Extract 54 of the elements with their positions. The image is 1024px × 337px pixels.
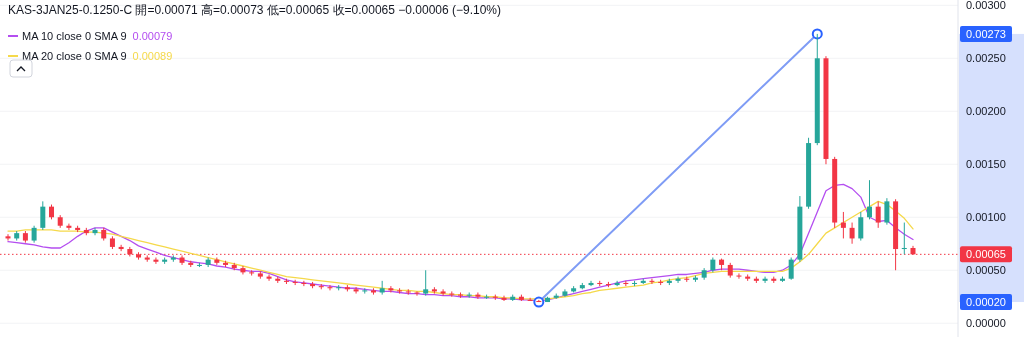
text: 0.00273 [966,27,1006,40]
candlestick [301,280,307,287]
text: 0.00020 [966,295,1006,308]
candlestick [66,223,72,231]
y-tick-label: 0.00050 [966,264,1006,277]
candlestick [788,257,794,281]
candlestick [675,276,681,284]
candlestick [362,287,368,295]
candlestick [849,222,855,245]
candlestick [414,290,420,297]
candlestick [884,197,890,226]
candlestick [397,287,403,295]
candlestick [118,244,124,252]
candlestick [736,272,742,280]
candlestick [866,179,872,220]
candlestick [405,288,411,296]
y-tick-label: 0.00100 [966,211,1006,224]
candlestick [614,280,620,287]
candlestick [92,227,98,236]
y-tick-label: 0.00300 [966,0,1006,12]
candlestick [449,290,455,298]
candlestick [649,278,655,285]
candlestick [501,295,507,302]
candlestick [353,286,359,295]
candlestick [440,288,446,297]
candlestick [466,291,472,299]
candlestick [475,291,481,300]
candlestick [153,257,159,265]
y-tick-label: 0.00250 [966,52,1006,65]
y-tick-label: 0.00000 [966,317,1006,330]
legend-label: MA 10 close 0 SMA 9 [22,30,127,42]
candlestick [249,269,255,277]
chart-title: KAS-3JAN25-0.1250-C 開=0.00071 高=0.00073 低=0.00065 收=0.00065 −0.00006 (−9.10%) [8,3,502,17]
candlestick [5,233,11,242]
annotation: 0.00089 [132,50,173,62]
candlestick [266,273,272,282]
candlestick [527,297,533,302]
candlestick [875,200,881,229]
ref-line-label: 0.00065 [966,248,1006,261]
candlestick [327,284,333,291]
candlestick [458,291,463,299]
candlestick [901,222,907,255]
candlestick [762,276,768,284]
legend-label: MA 20 close 0 SMA 9 [22,50,127,62]
candlestick [40,200,46,231]
candlestick [423,269,429,297]
candlestick [840,211,846,239]
candlestick [388,285,394,293]
candlestick [858,211,864,242]
annotation: 0.00079 [132,30,173,42]
y-tick-label: 0.00150 [966,158,1006,171]
y-tick-label: 0.00200 [966,105,1006,118]
candlestick [240,265,246,275]
candlestick [588,280,594,287]
